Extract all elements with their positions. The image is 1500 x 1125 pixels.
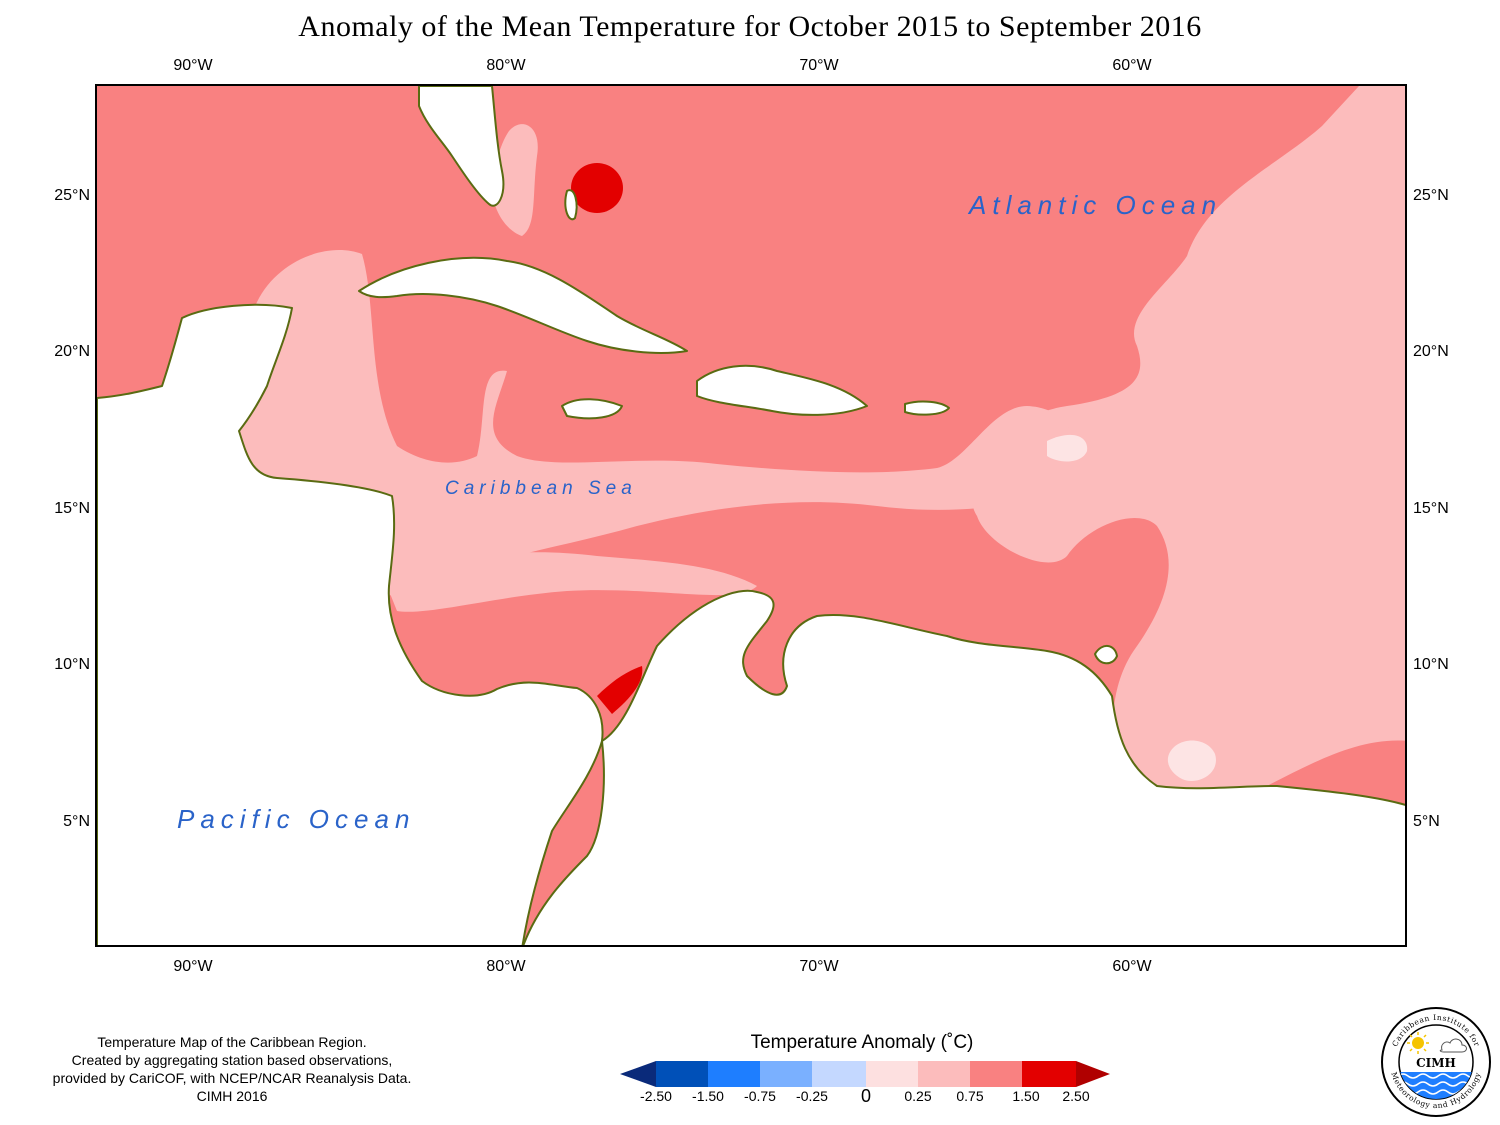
lat-label-20n-left: 20°N bbox=[54, 343, 90, 360]
legend-colorbar bbox=[620, 1061, 1110, 1087]
legend-swatch-6 bbox=[918, 1061, 970, 1087]
legend-tick-minus-0-75: -0.75 bbox=[744, 1088, 776, 1104]
land-jamaica bbox=[561, 398, 623, 420]
lon-label-70w-bottom: 70°W bbox=[799, 958, 839, 975]
legend-tick-0-25: 0.25 bbox=[904, 1088, 932, 1104]
anomaly-band-0-25-to-0-75-florida-strait bbox=[492, 124, 538, 236]
anomaly-band-0-25-to-0-75-caribbean bbox=[184, 250, 1074, 608]
sun-icon bbox=[1407, 1032, 1429, 1054]
lat-label-5n-left: 5°N bbox=[63, 813, 90, 830]
map-credits: Temperature Map of the Caribbean Region.… bbox=[22, 1033, 442, 1105]
anomaly-band-1-50-to-2-50-colombia bbox=[597, 666, 643, 714]
map-frame[interactable]: Atlantic Ocean Caribbean Sea Pacific Oce… bbox=[95, 84, 1407, 947]
anomaly-band-0-25-to-0-75-southwest-caribbean bbox=[387, 552, 757, 612]
land-south-america bbox=[522, 589, 1405, 945]
credits-line-3: provided by CariCOF, with NCEP/NCAR Rean… bbox=[52, 1070, 412, 1086]
lon-label-90w-top: 90°W bbox=[173, 57, 213, 74]
land-cuba bbox=[358, 256, 688, 354]
legend-arrow-high bbox=[1076, 1061, 1110, 1087]
lon-label-90w-bottom: 90°W bbox=[173, 958, 213, 975]
anomaly-band-0-to-0-25-lesser-antilles bbox=[1047, 434, 1088, 462]
lat-label-15n-right: 15°N bbox=[1413, 500, 1449, 517]
legend-swatch-8 bbox=[1022, 1061, 1076, 1087]
anomaly-band-0-to-0-25-guyana bbox=[1167, 740, 1216, 782]
lat-label-25n-right: 25°N bbox=[1413, 187, 1449, 204]
legend-swatch-1 bbox=[656, 1061, 708, 1087]
lat-label-10n-left: 10°N bbox=[54, 656, 90, 673]
lat-label-15n-left: 15°N bbox=[54, 500, 90, 517]
pacific-ocean-label: Pacific Ocean bbox=[177, 804, 416, 834]
lat-label-10n-right: 10°N bbox=[1413, 656, 1449, 673]
legend-swatch-2 bbox=[708, 1061, 760, 1087]
lat-label-5n-right: 5°N bbox=[1413, 813, 1440, 830]
lon-label-80w-bottom: 80°W bbox=[486, 958, 526, 975]
lon-label-80w-top: 80°W bbox=[486, 57, 526, 74]
land-florida bbox=[418, 86, 505, 207]
legend-arrow-low bbox=[620, 1061, 656, 1087]
land-hispaniola bbox=[696, 364, 868, 416]
credits-line-2: Created by aggregating station based obs… bbox=[71, 1052, 393, 1068]
credits-line-1: Temperature Map of the Caribbean Region. bbox=[97, 1034, 367, 1050]
atlantic-ocean-label: Atlantic Ocean bbox=[969, 190, 1223, 220]
legend-swatch-4 bbox=[812, 1061, 866, 1087]
legend-tick-2-50: 2.50 bbox=[1062, 1088, 1090, 1104]
land-puerto-rico bbox=[904, 400, 950, 416]
legend-swatch-5 bbox=[866, 1061, 918, 1087]
land-trinidad bbox=[1094, 645, 1118, 665]
anomaly-band-1-50-to-2-50-bahamas bbox=[571, 163, 623, 213]
lon-label-70w-top: 70°W bbox=[799, 57, 839, 74]
caribbean-sea-label: Caribbean Sea bbox=[445, 478, 637, 499]
page-title: Anomaly of the Mean Temperature for Octo… bbox=[298, 10, 1202, 43]
legend-tick-zero: 0 bbox=[860, 1086, 872, 1106]
lon-label-60w-bottom: 60°W bbox=[1112, 958, 1152, 975]
anomaly-band-0-25-to-0-75-atlantic bbox=[972, 86, 1405, 810]
legend-swatch-7 bbox=[970, 1061, 1022, 1087]
lon-label-60w-top: 60°W bbox=[1112, 57, 1152, 74]
legend-tick-minus-1-50: -1.50 bbox=[692, 1088, 724, 1104]
cimh-logo: Caribbean Institute for Meteorology and … bbox=[1381, 1007, 1491, 1117]
land-masses bbox=[97, 86, 1405, 945]
credits-line-4: CIMH 2016 bbox=[196, 1088, 268, 1104]
legend-tick-minus-2-50: -2.50 bbox=[640, 1088, 672, 1104]
land-andros-island bbox=[564, 189, 578, 221]
lat-label-20n-right: 20°N bbox=[1413, 343, 1449, 360]
legend-tick-minus-0-25: -0.25 bbox=[796, 1088, 828, 1104]
lat-label-25n-left: 25°N bbox=[54, 187, 90, 204]
legend-swatch-3 bbox=[760, 1061, 812, 1087]
legend-tick-1-50: 1.50 bbox=[1012, 1088, 1040, 1104]
cloud-icon bbox=[1439, 1038, 1467, 1053]
temperature-anomaly-map bbox=[97, 86, 1405, 945]
legend-title: Temperature Anomaly (˚C) bbox=[750, 1032, 974, 1053]
logo-name: CIMH bbox=[1416, 1056, 1456, 1070]
legend-tick-0-75: 0.75 bbox=[956, 1088, 984, 1104]
